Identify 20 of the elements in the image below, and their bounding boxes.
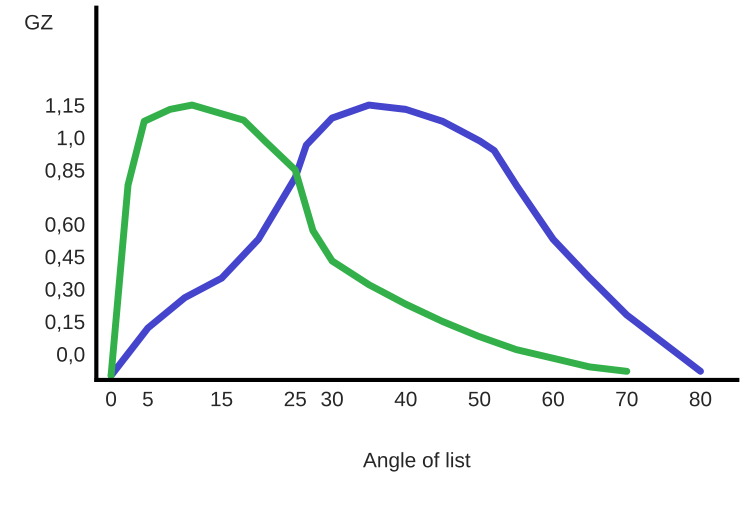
y-tick-label: 1,15 [46, 98, 84, 116]
y-tick-label: 0,0 [57, 346, 84, 364]
x-axis-title: Angle of list [363, 452, 471, 472]
x-tick-label: 0 [106, 392, 116, 406]
y-tick-label: 0,30 [45, 282, 84, 300]
x-tick-label: 15 [212, 392, 232, 406]
x-tick-label: 70 [616, 392, 638, 406]
y-tick-label: 0,45 [45, 250, 84, 267]
x-tick-label: 50 [468, 392, 490, 406]
x-tick-label: 60 [542, 392, 564, 406]
x-tick-label: 80 [690, 392, 712, 406]
y-tick-label: 0,85 [45, 162, 84, 180]
y-tick-label: 0,15 [45, 314, 84, 332]
y-axis-title: GZ [25, 14, 52, 30]
y-tick-label: 0,60 [45, 217, 84, 234]
y-tick-label: 1,0 [58, 130, 84, 148]
x-tick-label: 40 [394, 392, 417, 406]
x-tick-label: 5 [142, 392, 153, 406]
x-tick-label: 25 [284, 392, 306, 406]
x-tick-label: 30 [321, 392, 343, 406]
